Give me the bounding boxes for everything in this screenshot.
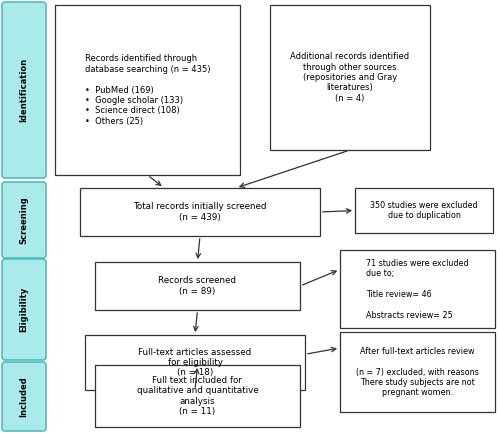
Text: Records identified through
database searching (n = 435)

•  PubMed (169)
•  Goog: Records identified through database sear… xyxy=(85,54,210,126)
Text: Additional records identified
through other sources
(repositories and Gray
liter: Additional records identified through ot… xyxy=(290,52,410,103)
Bar xyxy=(95,262,300,310)
Bar xyxy=(340,250,495,328)
Bar xyxy=(340,332,495,412)
Bar xyxy=(355,188,493,233)
Text: Eligibility: Eligibility xyxy=(20,287,28,332)
Text: Screening: Screening xyxy=(20,196,28,244)
Text: After full-text articles review

(n = 7) excluded, with reasons
There study subj: After full-text articles review (n = 7) … xyxy=(356,347,479,397)
Text: Full-text articles assessed
for eligibility
(n = 18): Full-text articles assessed for eligibil… xyxy=(138,347,252,378)
FancyBboxPatch shape xyxy=(2,259,46,360)
FancyBboxPatch shape xyxy=(2,182,46,258)
Text: 350 studies were excluded
due to duplication: 350 studies were excluded due to duplica… xyxy=(370,201,478,220)
Bar xyxy=(270,5,430,150)
Bar xyxy=(80,188,320,236)
Bar xyxy=(95,365,300,427)
Text: 71 studies were excluded
due to;

Title review= 46

Abstracts review= 25: 71 studies were excluded due to; Title r… xyxy=(366,259,469,320)
Text: Included: Included xyxy=(20,376,28,417)
Text: Total records initially screened
(n = 439): Total records initially screened (n = 43… xyxy=(133,202,267,221)
Bar xyxy=(85,335,305,390)
FancyBboxPatch shape xyxy=(2,2,46,178)
Text: Full text included for
qualitative and quantitative
analysis
(n = 11): Full text included for qualitative and q… xyxy=(136,376,258,416)
Text: Identification: Identification xyxy=(20,58,28,122)
Text: Records screened
(n = 89): Records screened (n = 89) xyxy=(158,276,236,296)
FancyBboxPatch shape xyxy=(2,362,46,431)
Bar xyxy=(55,5,240,175)
